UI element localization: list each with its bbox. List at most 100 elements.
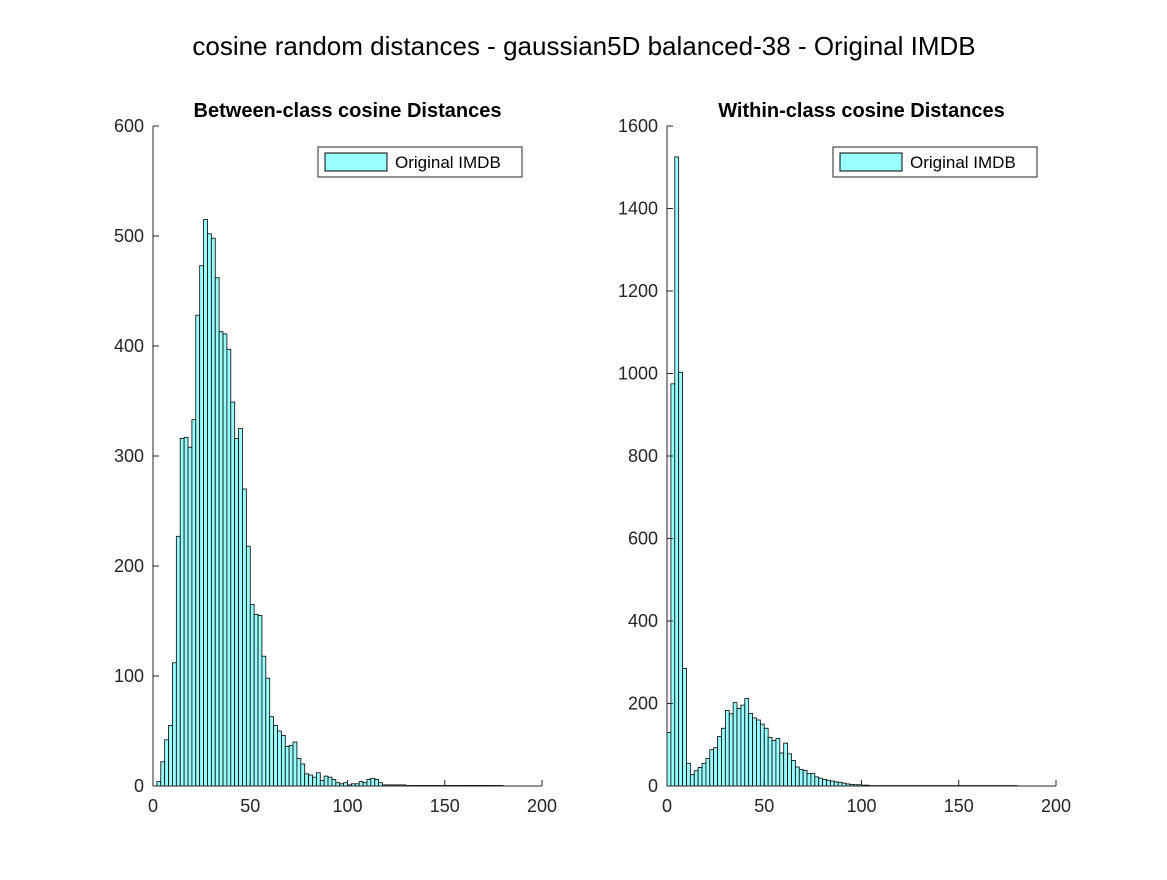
x-tick-label: 50	[754, 796, 774, 816]
histogram-bar	[686, 763, 690, 786]
histogram-bar	[714, 748, 718, 786]
histogram-bar	[180, 438, 184, 786]
bars	[157, 220, 503, 787]
histogram-bar	[690, 774, 694, 786]
histogram-bar	[753, 718, 757, 786]
histogram-bar	[200, 266, 204, 786]
histogram-bar	[250, 605, 254, 787]
histogram-bar	[737, 708, 741, 786]
histogram-bar	[679, 372, 683, 786]
histogram-bar	[706, 758, 710, 786]
histogram-bar	[710, 750, 714, 786]
legend-swatch	[840, 153, 902, 171]
legend-label: Original IMDB	[910, 153, 1016, 172]
y-tick-label: 0	[134, 776, 144, 796]
x-tick-label: 200	[527, 796, 557, 816]
x-tick-label: 0	[148, 796, 158, 816]
histogram-bar	[176, 536, 180, 786]
histogram-bar	[309, 775, 313, 786]
histogram-bar	[207, 234, 211, 786]
histogram-bar	[270, 717, 274, 786]
subplot-title: Between-class cosine Distances	[194, 100, 502, 122]
histogram-bar	[289, 745, 293, 786]
y-tick-label: 1000	[618, 364, 658, 384]
histogram-bar	[242, 489, 246, 786]
histogram-bar	[227, 349, 231, 786]
histogram-bar	[258, 616, 262, 787]
histogram-bar	[375, 779, 379, 786]
histogram-bar	[807, 774, 811, 786]
histogram-bar	[698, 767, 702, 786]
y-tick-label: 100	[114, 666, 144, 686]
histogram-bar	[231, 402, 235, 786]
histogram-bar	[172, 663, 176, 786]
histogram-bar	[371, 778, 375, 786]
histogram-bar	[293, 742, 297, 786]
histogram-bar	[772, 741, 776, 786]
histogram-bar	[324, 776, 328, 786]
histogram-bar	[795, 767, 799, 786]
y-tick-label: 1400	[618, 199, 658, 219]
histogram-bar	[161, 762, 165, 786]
x-tick-label: 50	[240, 796, 260, 816]
x-tick-label: 150	[944, 796, 974, 816]
histogram-bar	[675, 157, 679, 786]
histogram-bar	[262, 656, 266, 786]
x-tick-label: 0	[662, 796, 672, 816]
histogram-bar	[834, 782, 838, 786]
legend: Original IMDB	[318, 147, 522, 177]
x-tick-label: 100	[846, 796, 876, 816]
histogram-bar	[169, 726, 173, 787]
histogram-bar	[301, 764, 305, 786]
histogram-bar	[332, 779, 336, 786]
histogram-bar	[157, 782, 161, 786]
histogram-bar	[756, 720, 760, 786]
histogram-bar	[760, 724, 764, 786]
y-tick-label: 1600	[618, 116, 658, 136]
histogram-bar	[277, 731, 281, 786]
histogram-bar	[211, 238, 215, 786]
histogram-bar	[223, 334, 227, 786]
histogram-bar	[239, 429, 243, 787]
histogram-bar	[803, 770, 807, 786]
histogram-bar	[165, 740, 169, 786]
histogram-bar	[235, 438, 239, 786]
y-tick-label: 200	[628, 694, 658, 714]
histogram-bar	[764, 728, 768, 786]
histogram-bar	[297, 759, 301, 787]
histogram-bar	[780, 753, 784, 786]
histogram-bar	[320, 781, 324, 787]
subplot-title: Within-class cosine Distances	[718, 100, 1005, 122]
histogram-bar	[667, 732, 671, 786]
histogram-bar	[671, 384, 675, 786]
y-tick-label: 500	[114, 226, 144, 246]
histogram-bar	[281, 735, 285, 786]
histogram-bar	[702, 763, 706, 786]
y-tick-label: 1200	[618, 281, 658, 301]
histogram-bar	[246, 546, 250, 786]
y-tick-label: 600	[628, 529, 658, 549]
y-tick-label: 600	[114, 116, 144, 136]
histogram-bar	[215, 278, 219, 786]
histogram-bar	[830, 781, 834, 786]
y-tick-label: 400	[114, 336, 144, 356]
histogram-bar	[683, 668, 687, 786]
histogram-bar	[184, 437, 188, 786]
histogram-bar	[328, 777, 332, 786]
x-tick-label: 200	[1041, 796, 1071, 816]
histogram-bar	[838, 782, 842, 786]
histogram-bar	[768, 737, 772, 786]
histogram-bar	[274, 726, 278, 787]
bars	[667, 157, 1017, 786]
histogram-bar	[196, 315, 200, 786]
histogram-bar	[776, 739, 780, 786]
histogram-bar	[745, 699, 749, 786]
legend-label: Original IMDB	[395, 153, 501, 172]
histogram-bar	[823, 779, 827, 786]
histogram-bar	[749, 713, 753, 786]
histogram-bar	[815, 777, 819, 786]
x-tick-label: 100	[332, 796, 362, 816]
histogram-bar	[312, 777, 316, 786]
histogram-bar	[788, 754, 792, 786]
